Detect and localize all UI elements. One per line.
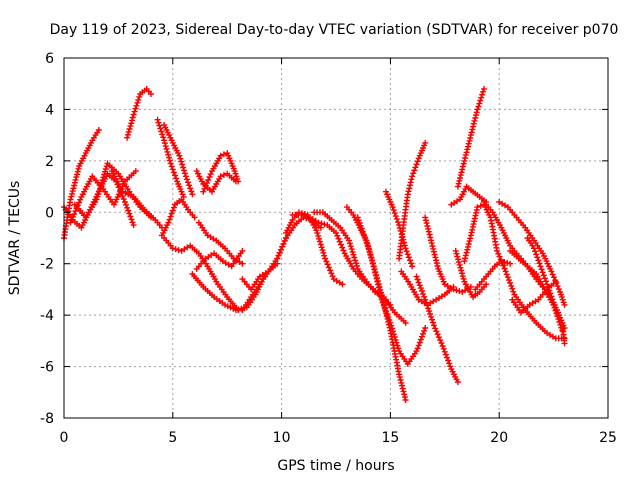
series-line [63, 129, 100, 239]
series-arc-26 [413, 273, 461, 385]
data-point-markers [396, 139, 429, 262]
data-point-markers [61, 127, 102, 241]
data-point-markers [461, 201, 568, 342]
data-point-markers [200, 150, 242, 195]
x-tick-label: 0 [60, 430, 69, 446]
data-point-markers [124, 85, 154, 141]
series-arc-27 [422, 214, 474, 295]
data-point-markers [452, 247, 490, 301]
y-tick-label: 6 [45, 51, 54, 67]
series-arc-01 [61, 127, 102, 241]
series-arc-12 [193, 247, 246, 272]
grid-lines [64, 58, 608, 418]
x-tick-label: 5 [168, 430, 177, 446]
series-arc-07 [161, 121, 196, 198]
data-point-markers [154, 116, 187, 200]
series-arc-30 [454, 85, 487, 190]
y-tick-label: 0 [45, 205, 54, 221]
series-line [451, 185, 487, 206]
series-arc-29 [461, 201, 568, 342]
series-arc-13 [193, 168, 239, 195]
data-point-markers [422, 214, 474, 295]
series-arc-22 [354, 214, 409, 403]
data-point-markers [343, 204, 429, 367]
data-point-markers [239, 260, 281, 313]
data-point-markers [158, 196, 198, 239]
data-point-markers [274, 214, 324, 262]
x-tick-label: 25 [599, 430, 617, 446]
y-tick-label: 4 [45, 102, 54, 118]
y-tick-label: 2 [45, 154, 54, 170]
x-tick-label: 20 [490, 430, 508, 446]
data-point-markers [193, 168, 239, 195]
series-arc-28 [452, 247, 490, 301]
data-point-markers [413, 273, 461, 385]
axes: 0 5 10 15 20 25 -8 -6 -4 -2 0 2 4 6 [40, 51, 617, 446]
data-series [61, 85, 568, 403]
y-axis-label: SDTVAR / TECUs [7, 181, 23, 296]
series-arc-14 [200, 150, 242, 195]
series-arc-35 [507, 247, 568, 347]
series-arc-17 [239, 260, 281, 313]
series-arc-21 [343, 204, 429, 367]
data-point-markers [108, 168, 165, 231]
series-line [498, 201, 566, 306]
plot-frame [63, 57, 609, 419]
series-arc-33 [496, 199, 568, 308]
series-arc-37 [509, 278, 559, 316]
y-tick-label: -2 [40, 257, 54, 273]
y-tick-label: -4 [40, 308, 54, 324]
data-point-markers [472, 258, 514, 293]
data-point-markers [193, 247, 246, 272]
y-tick-label: -6 [40, 360, 54, 376]
x-tick-label: 10 [273, 430, 291, 446]
series-arc-06 [154, 116, 187, 200]
data-point-markers [496, 199, 568, 308]
series-arc-24 [396, 139, 429, 262]
chart-title: Day 119 of 2023, Sidereal Day-to-day VTE… [50, 22, 619, 38]
data-point-markers [354, 214, 409, 403]
data-point-markers [161, 121, 196, 198]
y-tick-label: -8 [40, 411, 54, 427]
series-arc-05 [124, 85, 154, 141]
x-axis-label: GPS time / hours [277, 458, 394, 474]
data-point-markers [507, 247, 568, 347]
data-point-markers [509, 278, 559, 316]
series-arc-09 [158, 196, 198, 239]
series-arc-38 [274, 214, 324, 262]
series-arc-36 [472, 258, 514, 293]
series-arc-08 [108, 168, 165, 231]
x-tick-label: 15 [381, 430, 399, 446]
data-point-markers [454, 85, 487, 190]
